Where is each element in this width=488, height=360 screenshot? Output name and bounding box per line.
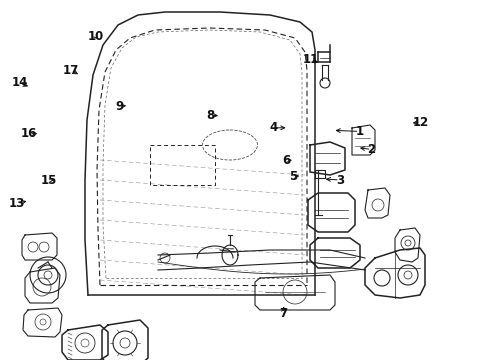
Text: 14: 14 — [11, 76, 28, 89]
Text: 13: 13 — [9, 197, 25, 210]
Text: 6: 6 — [282, 154, 289, 167]
Text: 16: 16 — [21, 127, 38, 140]
Text: 12: 12 — [411, 116, 428, 129]
Text: 2: 2 — [367, 143, 375, 156]
Text: 10: 10 — [87, 30, 103, 42]
Text: 3: 3 — [335, 174, 343, 186]
Text: 11: 11 — [302, 53, 318, 66]
Text: 15: 15 — [41, 174, 57, 186]
Text: 7: 7 — [279, 307, 287, 320]
Text: 8: 8 — [206, 109, 214, 122]
Text: 9: 9 — [116, 100, 123, 113]
Text: 5: 5 — [289, 170, 297, 183]
Text: 17: 17 — [62, 64, 79, 77]
Text: 1: 1 — [355, 125, 363, 138]
Text: 4: 4 — [269, 121, 277, 134]
